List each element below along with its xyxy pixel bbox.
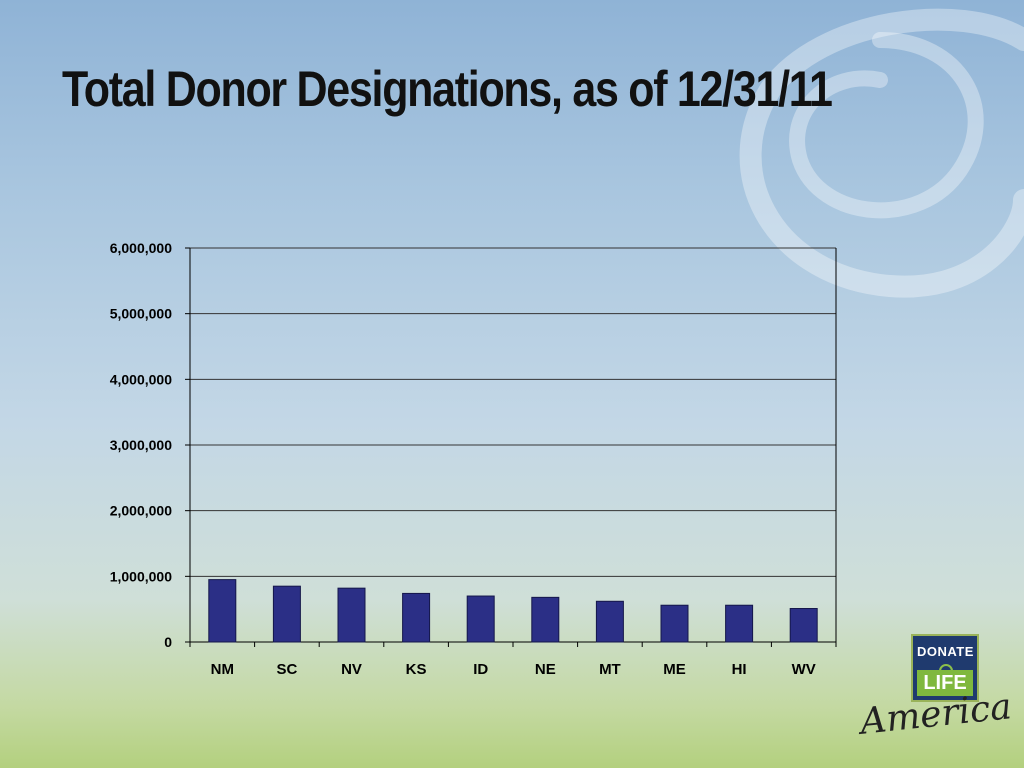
bar-sc xyxy=(272,585,301,643)
x-tick-label: NV xyxy=(341,661,362,678)
x-tick-label: KS xyxy=(406,661,427,678)
x-tick-label: SC xyxy=(276,661,297,678)
y-tick-label: 1,000,000 xyxy=(110,568,172,584)
x-tick-label: MT xyxy=(599,661,621,678)
x-tick-label: HI xyxy=(732,661,747,678)
y-tick-label: 5,000,000 xyxy=(110,306,172,322)
chart-gridlines xyxy=(190,247,836,577)
bar-ks xyxy=(402,592,431,643)
bar-me xyxy=(660,604,689,643)
chart-bars xyxy=(208,579,818,643)
bar-nm xyxy=(208,579,237,643)
bar-id xyxy=(466,595,495,643)
bar-mt xyxy=(595,600,624,643)
x-tick-label: WV xyxy=(792,661,816,678)
x-tick-label: NE xyxy=(535,661,556,678)
logo-script: America xyxy=(858,686,1014,743)
x-tick-label: ID xyxy=(473,661,488,678)
donate-life-logo: DONATE LIFE America xyxy=(856,632,1014,743)
logo-line1: DONATE xyxy=(917,640,973,664)
logo-badge: DONATE LIFE xyxy=(911,634,979,702)
y-tick-label: 0 xyxy=(164,634,172,650)
bar-ne xyxy=(531,596,560,643)
y-tick-label: 3,000,000 xyxy=(110,437,172,453)
bar-wv xyxy=(789,608,818,643)
y-tick-label: 6,000,000 xyxy=(110,240,172,256)
x-tick-label: NM xyxy=(211,661,234,678)
slide-title: Total Donor Designations, as of 12/31/11 xyxy=(62,61,833,117)
y-tick-label: 2,000,000 xyxy=(110,503,172,519)
bar-nv xyxy=(337,587,366,643)
chart-labels: 0 1,000,000 2,000,000 3,000,000 4,000,000 5,0… xyxy=(110,240,816,678)
bar-hi xyxy=(725,604,754,643)
x-tick-label: ME xyxy=(663,661,686,678)
logo-line2: LIFE xyxy=(917,670,973,696)
y-tick-label: 4,000,000 xyxy=(110,371,172,387)
